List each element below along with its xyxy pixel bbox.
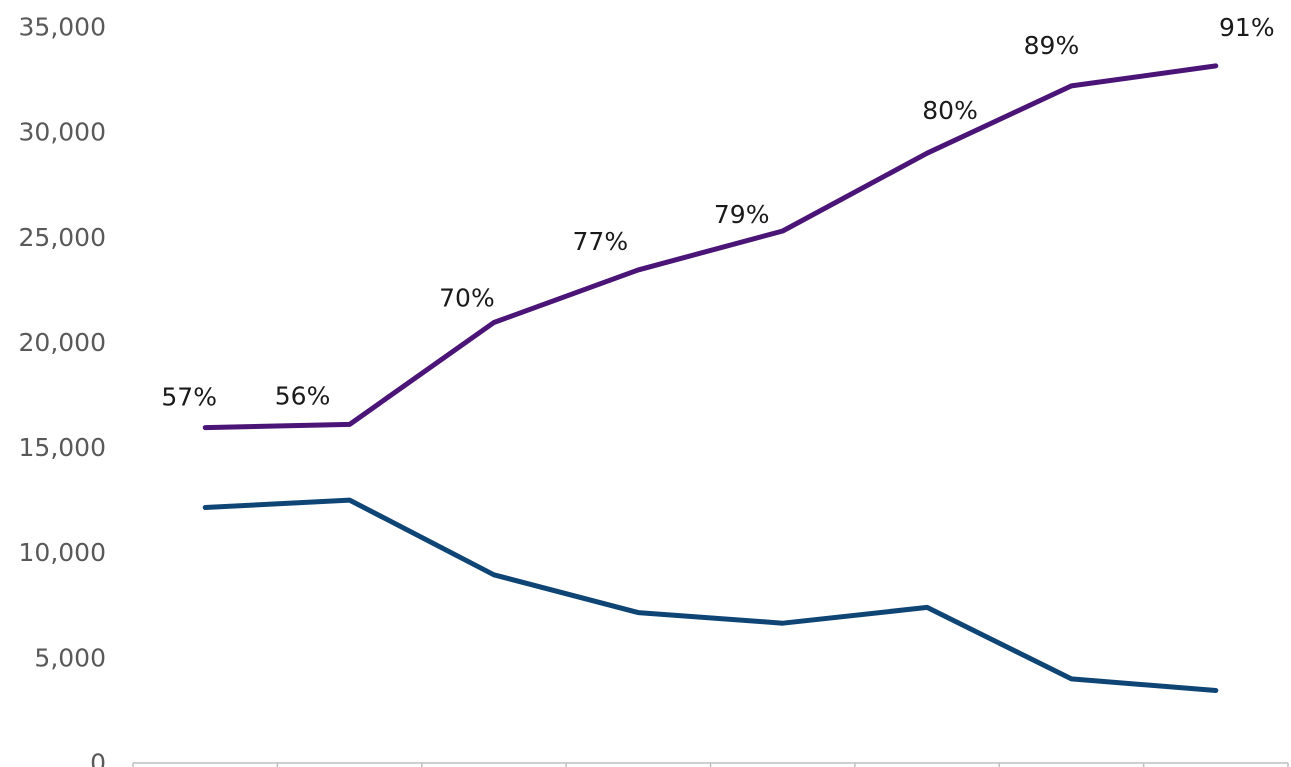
y-tick-label: 20,000 <box>19 328 106 357</box>
y-tick-label: 15,000 <box>19 433 106 462</box>
data-label: 77% <box>573 227 629 256</box>
y-tick-label: 5,000 <box>34 643 106 672</box>
x-axis <box>132 762 1289 767</box>
data-label: 89% <box>1024 31 1080 60</box>
series-lines <box>202 63 1219 693</box>
series-line-2 <box>202 497 1219 693</box>
y-tick-label: 25,000 <box>19 223 106 252</box>
y-tick-label: 10,000 <box>19 538 106 567</box>
data-labels: 57% 56% 70% 77% 79% 80% 89% 91% <box>161 13 1274 412</box>
y-tick-label: 30,000 <box>19 118 106 147</box>
y-tick-label: 35,000 <box>19 13 106 42</box>
y-axis-tick-labels: 0 5,000 10,000 15,000 20,000 25,000 30,000 35,0… <box>19 13 106 767</box>
data-label: 91% <box>1219 13 1275 42</box>
data-label: 56% <box>275 381 331 410</box>
data-label: 57% <box>161 383 217 412</box>
series-line-1 <box>202 63 1219 431</box>
y-tick-label: 0 <box>90 749 106 767</box>
data-label: 79% <box>714 200 770 229</box>
data-label: 80% <box>922 96 978 125</box>
data-label: 70% <box>439 283 495 312</box>
